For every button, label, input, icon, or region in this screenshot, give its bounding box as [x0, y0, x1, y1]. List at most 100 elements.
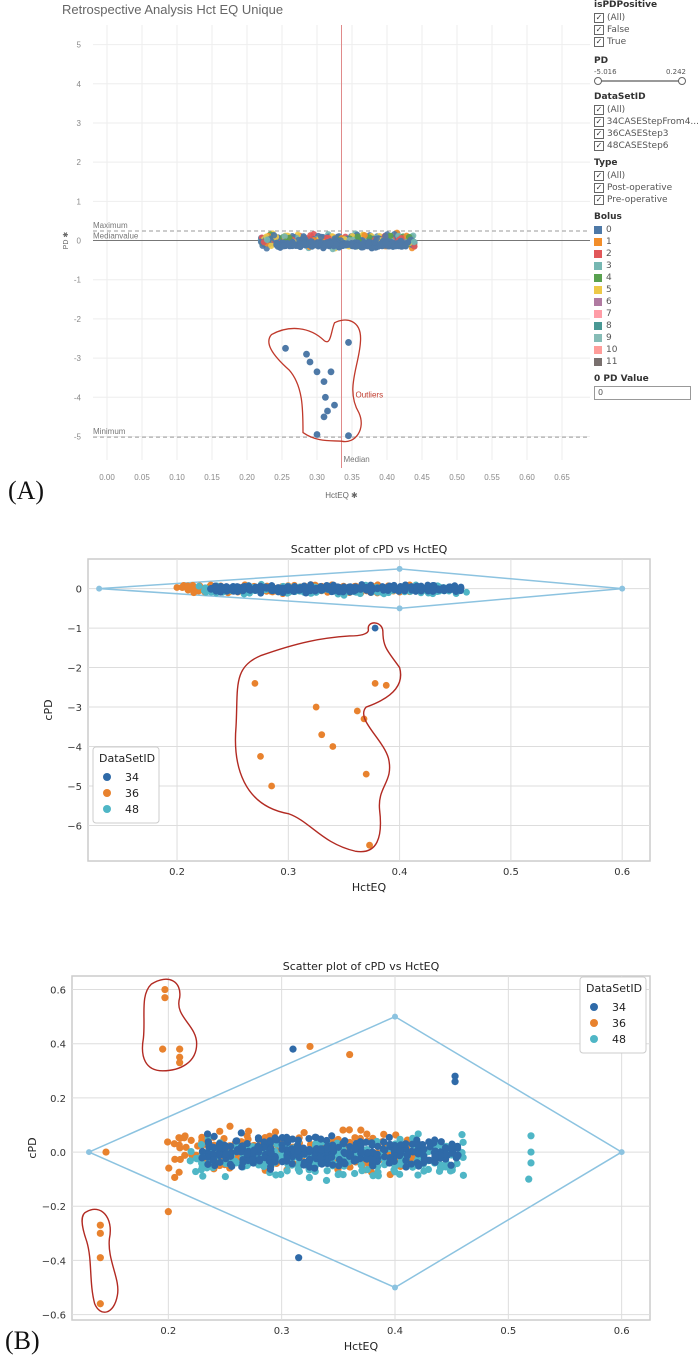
y-tick-label: −3 — [67, 703, 82, 714]
chart-b2: Scatter plot of cPD vs HctEQ 0.2 0.3 0.4 0.5… — [26, 960, 651, 1353]
data-point-48 — [322, 1176, 331, 1185]
checkbox[interactable]: ✓ — [594, 25, 604, 35]
data-point-34 — [306, 1146, 314, 1154]
data-point-34 — [300, 1159, 309, 1167]
data-point-34 — [351, 1144, 359, 1152]
outlier-point — [320, 378, 328, 386]
bolus-legend-item[interactable]: 10 — [594, 344, 699, 356]
outlier-point — [322, 393, 329, 401]
checkbox[interactable]: ✓ — [594, 195, 604, 205]
data-point-36 — [187, 1136, 195, 1144]
data-point-48 — [199, 1172, 207, 1180]
data-point-36 — [189, 581, 197, 589]
bolus-swatch — [594, 226, 602, 234]
bolus-legend-item[interactable]: 6 — [594, 296, 699, 308]
data-point-36 — [329, 743, 337, 750]
legend-label: 48 — [125, 803, 139, 816]
data-point-48 — [334, 1170, 342, 1179]
outlier-point — [303, 350, 310, 358]
chart-a: Retrospective Analysis Hct EQ Unique 0.00… — [62, 2, 590, 500]
checkbox[interactable]: ✓ — [594, 117, 604, 127]
data-point-34 — [285, 584, 293, 592]
data-point-34 — [431, 1136, 439, 1144]
checkbox[interactable]: ✓ — [594, 183, 604, 193]
pd-max-handle[interactable] — [678, 77, 686, 85]
x-tick-label: 0.40 — [379, 473, 395, 482]
data-point-34 — [380, 1153, 389, 1161]
data-point — [402, 242, 409, 250]
data-point-34 — [447, 1161, 455, 1169]
data-point — [381, 239, 389, 247]
bolus-swatch — [594, 238, 602, 246]
data-point — [371, 238, 379, 246]
pd-range-slider[interactable] — [594, 76, 686, 86]
data-point-34 — [457, 583, 465, 591]
data-point — [263, 236, 271, 243]
x-tick-label: 0.5 — [500, 1326, 516, 1337]
data-point-36 — [268, 782, 276, 790]
data-point-36 — [96, 1254, 104, 1262]
bolus-legend-label: 4 — [606, 273, 612, 283]
pd-value-title: 0 PD Value — [594, 374, 649, 384]
y-tick-label: 1 — [77, 197, 82, 206]
hull-vertex — [392, 1284, 398, 1291]
x-tick-label: 0.15 — [204, 473, 220, 482]
data-point-34 — [273, 585, 281, 593]
bolus-legend-item[interactable]: 5 — [594, 284, 699, 296]
y-tick-label: 2 — [77, 158, 82, 167]
dataset-option[interactable]: ✓ (All) — [594, 104, 699, 116]
checkbox[interactable]: ✓ — [594, 37, 604, 47]
bolus-legend-item[interactable]: 8 — [594, 320, 699, 332]
bolus-swatch — [594, 274, 602, 282]
y-tick-label: −0.6 — [42, 1311, 66, 1322]
data-point — [359, 241, 366, 248]
data-point — [410, 238, 418, 246]
pd-min-handle[interactable] — [594, 77, 602, 85]
data-point-34 — [328, 1132, 336, 1140]
dataset-option[interactable]: ✓ 48CASEStep6 — [594, 140, 699, 152]
pd-value-input[interactable]: 0 — [594, 386, 691, 400]
bolus-legend-item[interactable]: 1 — [594, 236, 699, 248]
data-point-34 — [334, 1143, 343, 1151]
data-point-48 — [414, 1171, 422, 1179]
bolus-legend-item[interactable]: 7 — [594, 308, 699, 320]
type-option[interactable]: ✓ Pre-operative — [594, 194, 699, 206]
ispd-option[interactable]: ✓ True — [594, 36, 699, 48]
data-point-34 — [439, 584, 447, 592]
data-point-34 — [386, 1140, 394, 1148]
bolus-legend-item[interactable]: 11 — [594, 356, 699, 368]
y-tick-label: 0.0 — [50, 1148, 66, 1159]
ispd-option[interactable]: ✓ (All) — [594, 12, 699, 24]
data-point-34 — [216, 1158, 224, 1166]
x-tick-label: 0.6 — [614, 1326, 630, 1337]
checkbox[interactable]: ✓ — [594, 105, 604, 115]
dataset-option[interactable]: ✓ 34CASEStepFrom4... — [594, 116, 699, 128]
hull-vertex — [392, 1013, 398, 1020]
ispd-option-label: False — [607, 25, 630, 35]
bolus-legend-item[interactable]: 0 — [594, 224, 699, 236]
bolus-legend-item[interactable]: 9 — [594, 332, 699, 344]
data-point-34 — [204, 1153, 212, 1161]
ispd-option[interactable]: ✓ False — [594, 24, 699, 36]
legend-marker — [103, 805, 111, 813]
data-point — [270, 232, 278, 239]
type-option-label: Pre-operative — [607, 195, 668, 205]
bolus-legend-item[interactable]: 2 — [594, 248, 699, 260]
data-point-34 — [429, 583, 437, 591]
data-point-34 — [228, 586, 236, 593]
data-point-36 — [300, 1129, 308, 1137]
data-point-36 — [353, 707, 361, 715]
checkbox[interactable]: ✓ — [594, 13, 604, 23]
bolus-legend-item[interactable]: 3 — [594, 260, 699, 272]
y-tick-label: -4 — [74, 393, 82, 402]
type-option[interactable]: ✓ Post-operative — [594, 182, 699, 194]
checkbox[interactable]: ✓ — [594, 129, 604, 139]
data-point-34 — [198, 1147, 206, 1156]
bolus-legend-item[interactable]: 4 — [594, 272, 699, 284]
data-point-36 — [382, 681, 390, 689]
type-option[interactable]: ✓ (All) — [594, 170, 699, 182]
x-tick-label: 0.35 — [344, 473, 360, 482]
dataset-option[interactable]: ✓ 36CASEStep3 — [594, 128, 699, 140]
checkbox[interactable]: ✓ — [594, 171, 604, 181]
checkbox[interactable]: ✓ — [594, 141, 604, 151]
